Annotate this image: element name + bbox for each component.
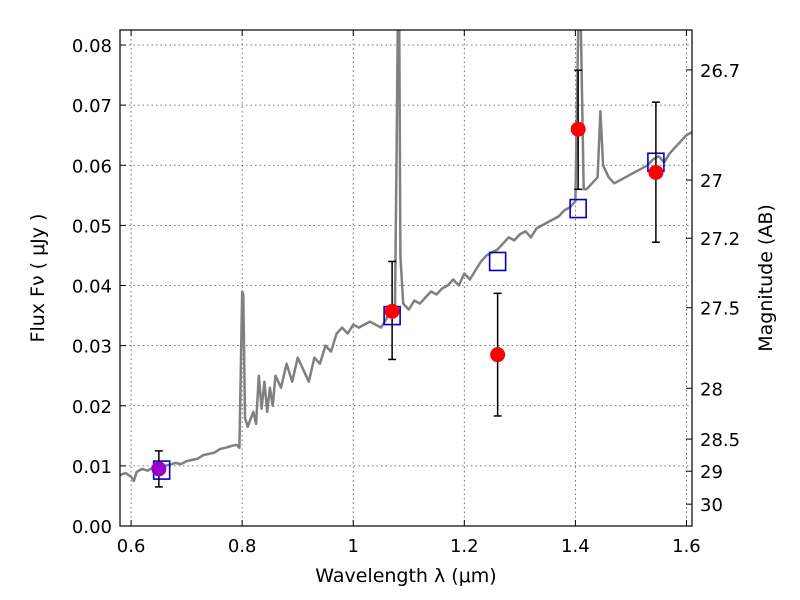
y-tick-label: 0.00: [72, 517, 112, 538]
y-tick-label: 0.08: [72, 36, 112, 57]
y-tick-label: 0.05: [72, 216, 112, 237]
y-tick-label: 0.02: [72, 397, 112, 418]
x-tick-label: 1.2: [450, 536, 479, 557]
model-spectrum-line: [120, 30, 692, 483]
right-tick-label: 28.5: [700, 430, 740, 451]
right-tick-label: 26.7: [700, 61, 740, 82]
observed-point: [648, 164, 664, 180]
right-tick-label: 28: [700, 379, 723, 400]
y-tick-label: 0.01: [72, 457, 112, 478]
y-tick-label: 0.03: [72, 337, 112, 358]
y-tick-label: 0.04: [72, 277, 112, 298]
x-axis-label: Wavelength λ (μm): [315, 565, 496, 587]
right-y-axis-label: Magnitude (AB): [755, 204, 777, 352]
observed-point: [384, 303, 400, 319]
model-point: [488, 251, 507, 272]
plot-area: [120, 30, 692, 488]
right-tick-label: 30: [700, 495, 723, 516]
x-tick-label: 1.6: [672, 536, 701, 557]
y-axis-label: Flux Fν ( μJy ): [27, 214, 49, 343]
plot-frame: [119, 29, 693, 527]
observed-point: [490, 347, 506, 363]
x-tick-label: 0.8: [228, 536, 257, 557]
x-tick-label: 0.6: [117, 536, 146, 557]
grid-layer: [120, 30, 692, 527]
ticks-layer: 0.6 0.8 1 1.2 1.4 1.6 0.00 0.01 0.02 0.03 0.04 0.05…: [72, 30, 740, 557]
y-tick-label: 0.06: [72, 156, 112, 177]
right-tick-label: 27.2: [700, 229, 740, 250]
right-tick-label: 27: [700, 171, 723, 192]
observed-point: [570, 121, 586, 137]
y-tick-label: 0.07: [72, 96, 112, 117]
right-tick-label: 27.5: [700, 299, 740, 320]
right-tick-label: 29: [700, 462, 723, 483]
x-tick-label: 1.4: [561, 536, 590, 557]
observed-point: [151, 461, 167, 477]
x-tick-label: 1: [348, 536, 359, 557]
model-point: [569, 198, 587, 219]
